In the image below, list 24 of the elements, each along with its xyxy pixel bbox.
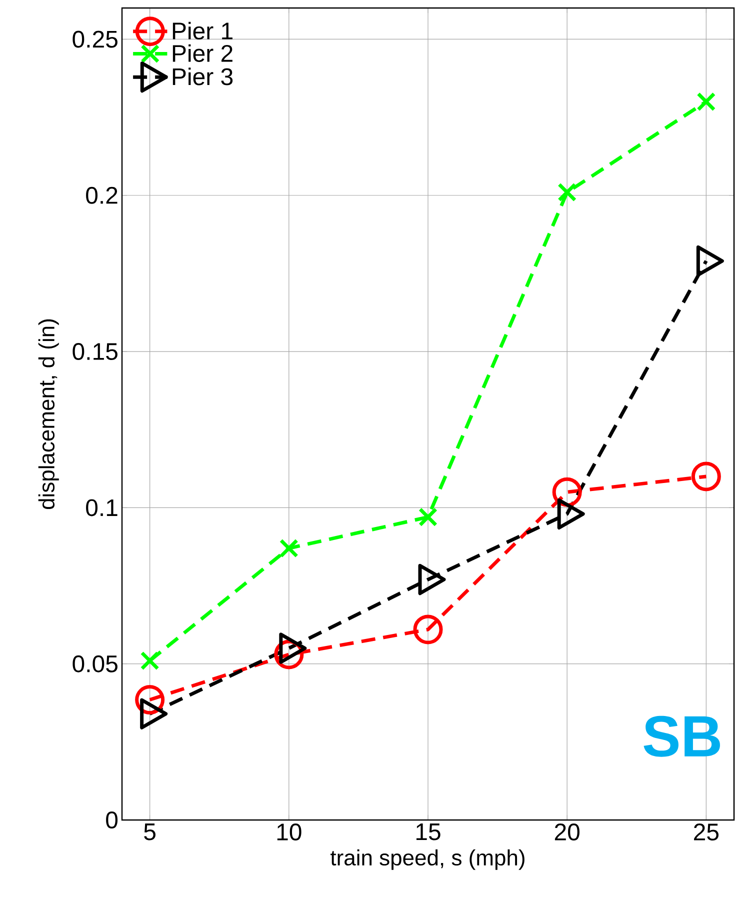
legend-label: Pier 2 bbox=[172, 44, 232, 62]
y-tick-label: 0.05 bbox=[72, 655, 118, 672]
y-tick-label: 0.25 bbox=[72, 30, 118, 48]
point bbox=[696, 92, 716, 112]
x-tick-label: 10 bbox=[277, 824, 302, 841]
point bbox=[418, 508, 438, 527]
point bbox=[691, 462, 721, 492]
y-tick-label: 0.1 bbox=[86, 499, 118, 516]
y-tick-label: 0.2 bbox=[86, 186, 118, 204]
legend-label: Pier 1 bbox=[172, 22, 232, 40]
y-tick-label: 0 bbox=[106, 812, 118, 828]
legend-label: Pier 3 bbox=[172, 68, 233, 86]
x-tick-label: 25 bbox=[694, 824, 719, 841]
y-tick-label: 0.15 bbox=[72, 343, 118, 360]
x-axis-title: train speed, s (mph) bbox=[330, 849, 524, 870]
point bbox=[279, 538, 298, 558]
x-tick-label: 5 bbox=[144, 824, 156, 840]
point bbox=[413, 614, 443, 644]
point bbox=[140, 651, 160, 670]
x-tick-label: 15 bbox=[416, 824, 440, 840]
point bbox=[558, 182, 577, 202]
annotation: SB bbox=[644, 716, 720, 757]
y-axis-title: displacement, d (in) bbox=[38, 319, 59, 510]
x-tick-label: 20 bbox=[554, 824, 580, 841]
